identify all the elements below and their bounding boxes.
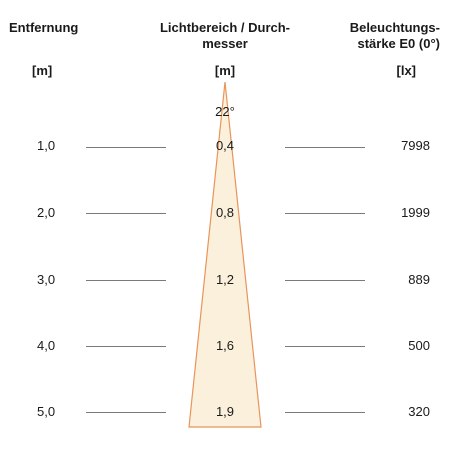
- left-rule: [86, 346, 166, 347]
- beam-angle-label: 22°: [215, 104, 235, 119]
- diameter-value: 1,9: [215, 404, 235, 419]
- distance-value: 2,0: [37, 205, 56, 220]
- left-rule: [86, 280, 166, 281]
- distance-header: Entfernung: [9, 20, 79, 35]
- right-rule: [285, 346, 365, 347]
- illuminance-header: Beleuchtungs- stärke E0 (0°): [350, 20, 440, 52]
- distance-value: 5,0: [37, 404, 56, 419]
- diameter-value: 0,8: [215, 205, 235, 220]
- right-rule: [285, 412, 365, 413]
- illuminance-header-line1: Beleuchtungs-: [349, 20, 440, 35]
- distance-value: 3,0: [37, 272, 56, 287]
- diameter-header-line1: Lichtbereich / Durch-: [159, 20, 291, 35]
- diameter-header: Lichtbereich / Durch- messer: [0, 20, 450, 52]
- diameter-value: 1,6: [215, 338, 235, 353]
- illuminance-value: 7998: [401, 138, 430, 153]
- left-rule: [86, 412, 166, 413]
- distance-value: 1,0: [37, 138, 56, 153]
- left-rule: [86, 213, 166, 214]
- right-rule: [285, 147, 365, 148]
- diameter-value: 1,2: [215, 272, 235, 287]
- illuminance-unit: [lx]: [396, 63, 417, 78]
- illuminance-value: 320: [408, 404, 430, 419]
- illuminance-value: 500: [408, 338, 430, 353]
- illuminance-value: 889: [408, 272, 430, 287]
- illuminance-value: 1999: [401, 205, 430, 220]
- diameter-value: 0,4: [215, 138, 235, 153]
- distance-unit: [m]: [32, 63, 53, 78]
- diameter-unit: [m]: [214, 63, 236, 78]
- light-cone: [188, 81, 262, 428]
- left-rule: [86, 147, 166, 148]
- right-rule: [285, 213, 365, 214]
- illuminance-header-line2: stärke E0 (0°): [357, 36, 440, 51]
- diameter-header-line2: messer: [202, 36, 248, 51]
- distance-value: 4,0: [37, 338, 56, 353]
- right-rule: [285, 280, 365, 281]
